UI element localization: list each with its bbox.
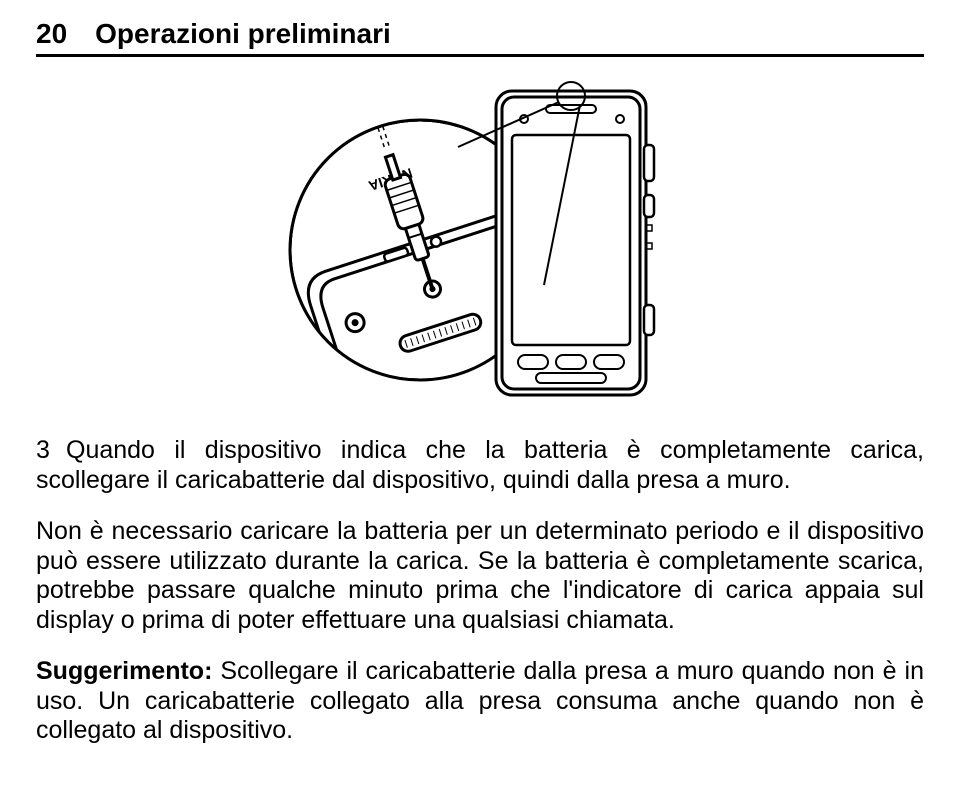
tip-paragraph: Suggerimento: Scollegare il caricabatter… bbox=[36, 657, 924, 746]
tip-label: Suggerimento: bbox=[36, 657, 212, 685]
step-text: Quando il dispositivo indica che la batt… bbox=[36, 436, 924, 494]
body-text: 3Quando il dispositivo indica che la bat… bbox=[36, 436, 924, 746]
step-3-paragraph: 3Quando il dispositivo indica che la bat… bbox=[36, 436, 924, 495]
paragraph-2: Non è necessario caricare la batteria pe… bbox=[36, 517, 924, 635]
page: 20 Operazioni preliminari bbox=[0, 0, 960, 797]
figure-container: NOKIA bbox=[36, 75, 924, 410]
page-header: 20 Operazioni preliminari bbox=[36, 18, 924, 57]
page-title: Operazioni preliminari bbox=[95, 18, 391, 50]
step-number: 3 bbox=[36, 436, 66, 466]
page-number: 20 bbox=[36, 18, 67, 50]
phone-charger-illustration: NOKIA bbox=[270, 75, 690, 410]
